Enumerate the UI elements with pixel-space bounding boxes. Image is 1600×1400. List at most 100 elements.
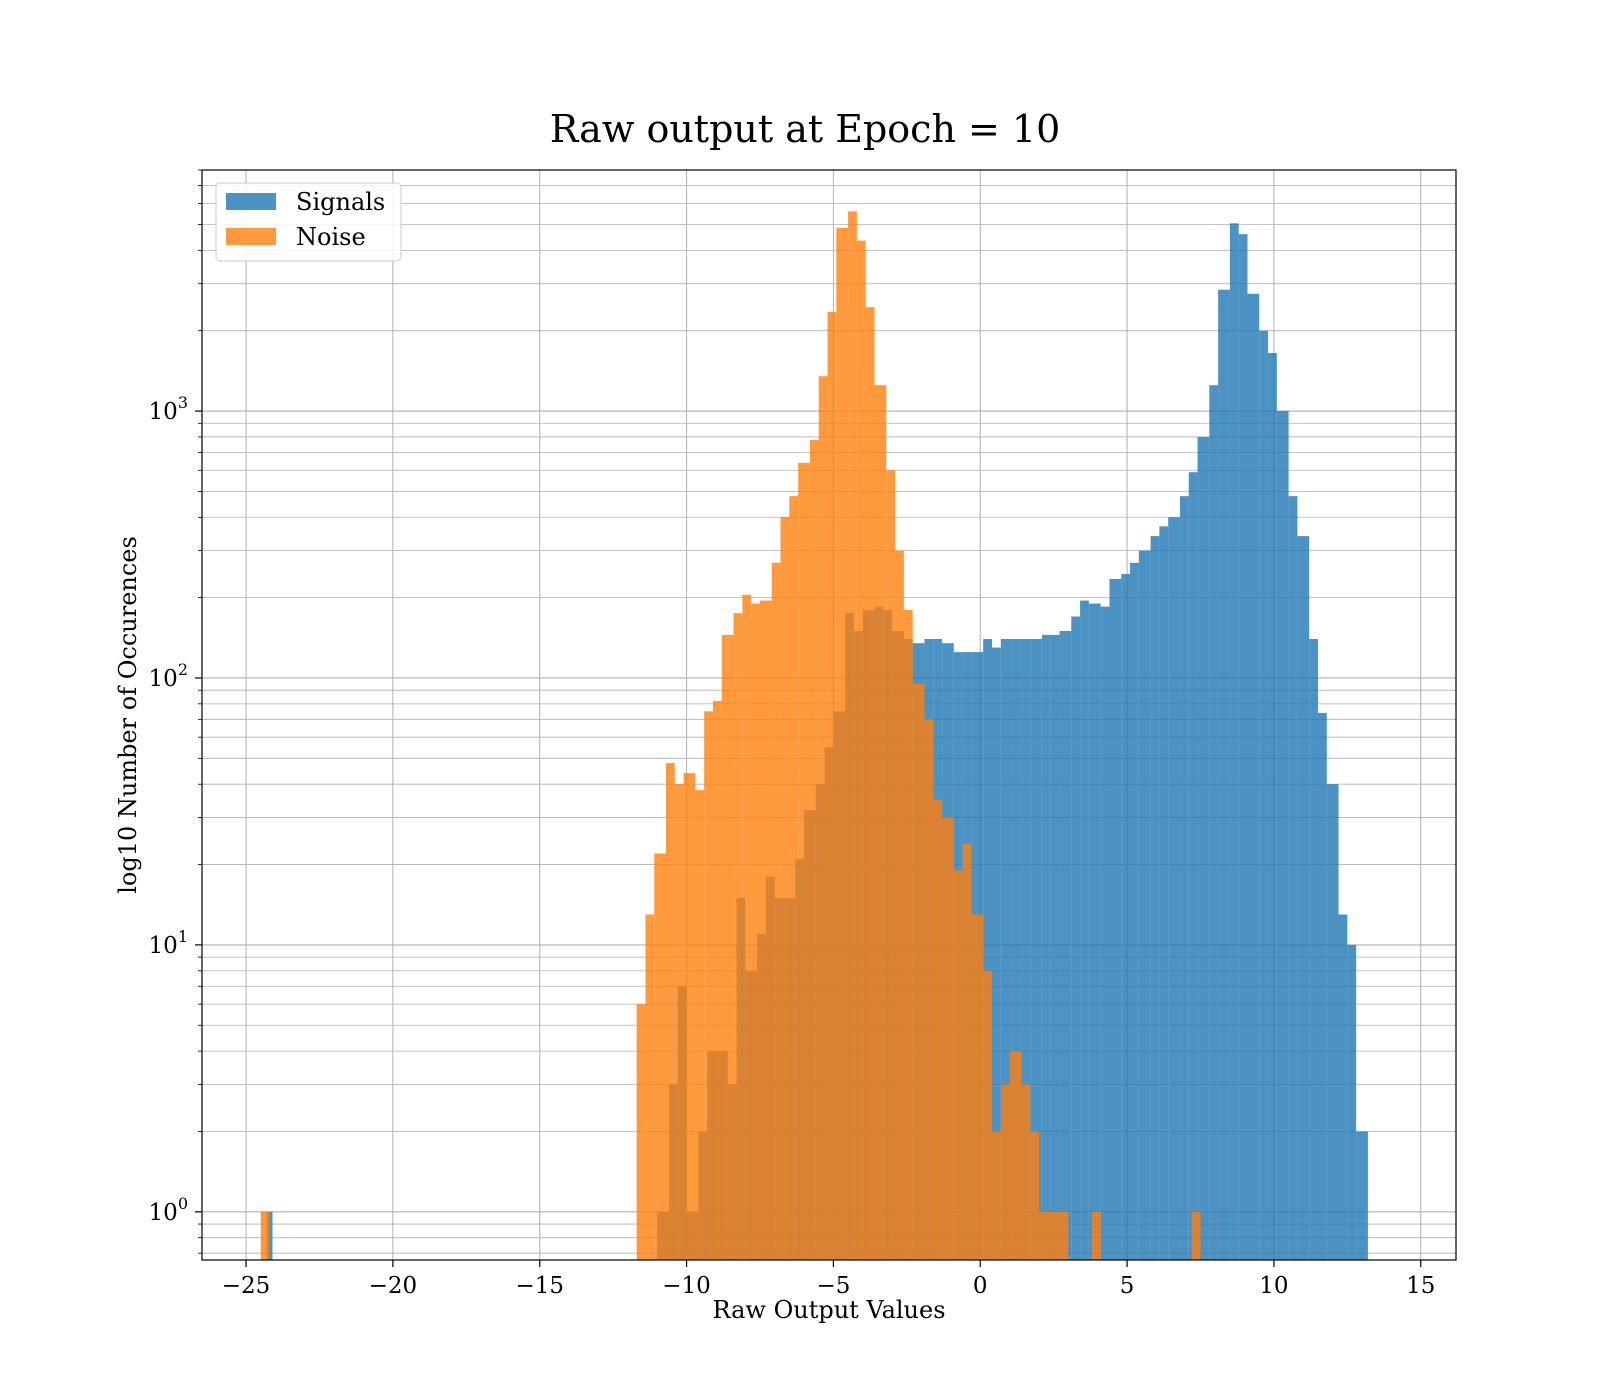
noise-bar — [780, 517, 790, 1260]
signals-bar — [1138, 550, 1151, 1260]
noise-bar — [903, 609, 913, 1260]
noise-bar — [836, 228, 849, 1261]
signals-bar — [1209, 385, 1219, 1261]
x-tick-label: 0 — [973, 1273, 988, 1299]
noise-bar — [742, 594, 752, 1260]
noise-bar — [712, 700, 722, 1260]
signals-bar — [1041, 634, 1051, 1260]
y-tick-label: 101 — [149, 927, 188, 959]
noise-bar — [886, 470, 896, 1260]
noise-bar — [636, 1004, 646, 1260]
noise-bar — [962, 843, 972, 1260]
noise-bar — [260, 1211, 270, 1260]
noise-bar — [848, 211, 857, 1261]
signals-bar — [1012, 638, 1022, 1260]
x-tick-label: −25 — [222, 1273, 271, 1299]
chart-title: Raw output at Epoch = 10 — [550, 107, 1061, 151]
x-tick-label: −15 — [515, 1273, 564, 1299]
noise-bar — [798, 462, 810, 1260]
signals-bar — [1071, 616, 1081, 1260]
noise-bar — [721, 634, 734, 1260]
signals-bar — [991, 647, 1001, 1260]
noise-bar — [759, 600, 772, 1260]
x-axis-label: Raw Output Values — [712, 1296, 945, 1324]
y-axis-ticks: 100 101 102 103 — [149, 169, 202, 1254]
signals-bar — [1050, 634, 1060, 1260]
noise-bar — [1030, 1131, 1039, 1260]
signals-bar — [1030, 638, 1042, 1260]
signals-bar — [1247, 293, 1260, 1261]
signals-bar — [1326, 784, 1339, 1260]
signals-bar — [1088, 603, 1101, 1260]
x-tick-label: −10 — [662, 1273, 711, 1299]
legend: Signals Noise — [215, 182, 402, 262]
signals-bar — [1168, 517, 1180, 1260]
noise-bar — [809, 439, 819, 1260]
noise-bar — [818, 376, 828, 1261]
signals-bar — [1356, 1131, 1368, 1260]
x-tick-label: 10 — [1259, 1273, 1288, 1299]
signals-bar — [1130, 562, 1139, 1260]
signals-bar — [1347, 944, 1357, 1260]
signals-bar — [1317, 712, 1327, 1260]
x-tick-label: 5 — [1120, 1273, 1135, 1299]
signals-bar — [1238, 234, 1248, 1260]
noise-bar — [827, 312, 837, 1260]
noise-bar — [1000, 1084, 1010, 1260]
signals-bar — [1188, 472, 1198, 1260]
signals-bar — [1297, 536, 1310, 1260]
noise-bar — [895, 550, 904, 1260]
noise-bar — [751, 603, 760, 1260]
noise-bar — [1091, 1211, 1101, 1260]
signals-bar — [1338, 914, 1348, 1260]
signals-bar — [1179, 496, 1189, 1260]
noise-bar — [645, 914, 655, 1260]
signals-bar — [1268, 353, 1277, 1260]
signals-bar — [1197, 436, 1210, 1260]
noise-bar — [1009, 1051, 1022, 1260]
signals-bar — [1276, 411, 1289, 1260]
noise-bar — [733, 613, 743, 1260]
noise-bar — [789, 496, 799, 1260]
noise-bar — [933, 799, 943, 1260]
x-tick-label: −5 — [816, 1273, 850, 1299]
plot-frame — [201, 169, 1457, 1261]
noise-bar — [924, 719, 934, 1260]
signals-bar — [983, 638, 992, 1260]
noise-bar — [912, 683, 925, 1260]
noise-bar — [674, 784, 684, 1260]
signals-bar — [1109, 578, 1122, 1260]
signals-bar — [1159, 526, 1169, 1260]
legend-swatch-signals — [226, 193, 276, 210]
x-axis-ticks: −25 −20 −15 −10 −5 0 5 10 15 — [222, 1260, 1435, 1299]
signals-bar — [1229, 223, 1239, 1261]
signals-bar — [1218, 289, 1230, 1260]
x-tick-label: 15 — [1406, 1273, 1435, 1299]
signals-bar — [1259, 330, 1269, 1260]
y-tick-label: 103 — [149, 393, 188, 425]
noise-bar — [865, 307, 875, 1260]
noise-bar — [704, 711, 713, 1260]
signals-bar — [1059, 630, 1072, 1260]
noise-bar — [1191, 1211, 1201, 1260]
noise-bar — [1059, 1211, 1069, 1260]
signals-bar — [1121, 574, 1131, 1260]
noise-bar — [695, 790, 705, 1260]
y-tick-label: 102 — [149, 660, 188, 692]
y-tick-label: 100 — [149, 1194, 188, 1226]
signals-bar — [1080, 600, 1089, 1260]
noise-bar — [942, 817, 954, 1260]
legend-label-signals: Signals — [296, 188, 385, 216]
noise-bar — [971, 914, 984, 1260]
noise-bar — [856, 240, 866, 1260]
noise-bar — [683, 773, 696, 1260]
noise-bar — [953, 870, 963, 1260]
noise-bar — [771, 562, 781, 1260]
noise-bar — [983, 970, 992, 1260]
noise-bars — [260, 211, 1201, 1261]
y-axis-label: log10 Number of Occurences — [114, 536, 142, 894]
signals-bar — [1000, 638, 1013, 1260]
signals-bar — [1021, 638, 1031, 1260]
noise-bar — [874, 385, 887, 1261]
